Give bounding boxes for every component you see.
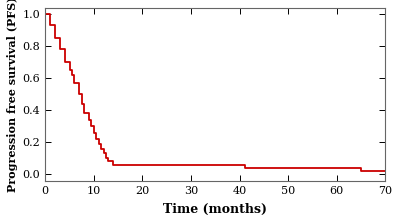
X-axis label: Time (months): Time (months) (163, 202, 267, 215)
Y-axis label: Progression free survival (PFS): Progression free survival (PFS) (8, 0, 18, 192)
